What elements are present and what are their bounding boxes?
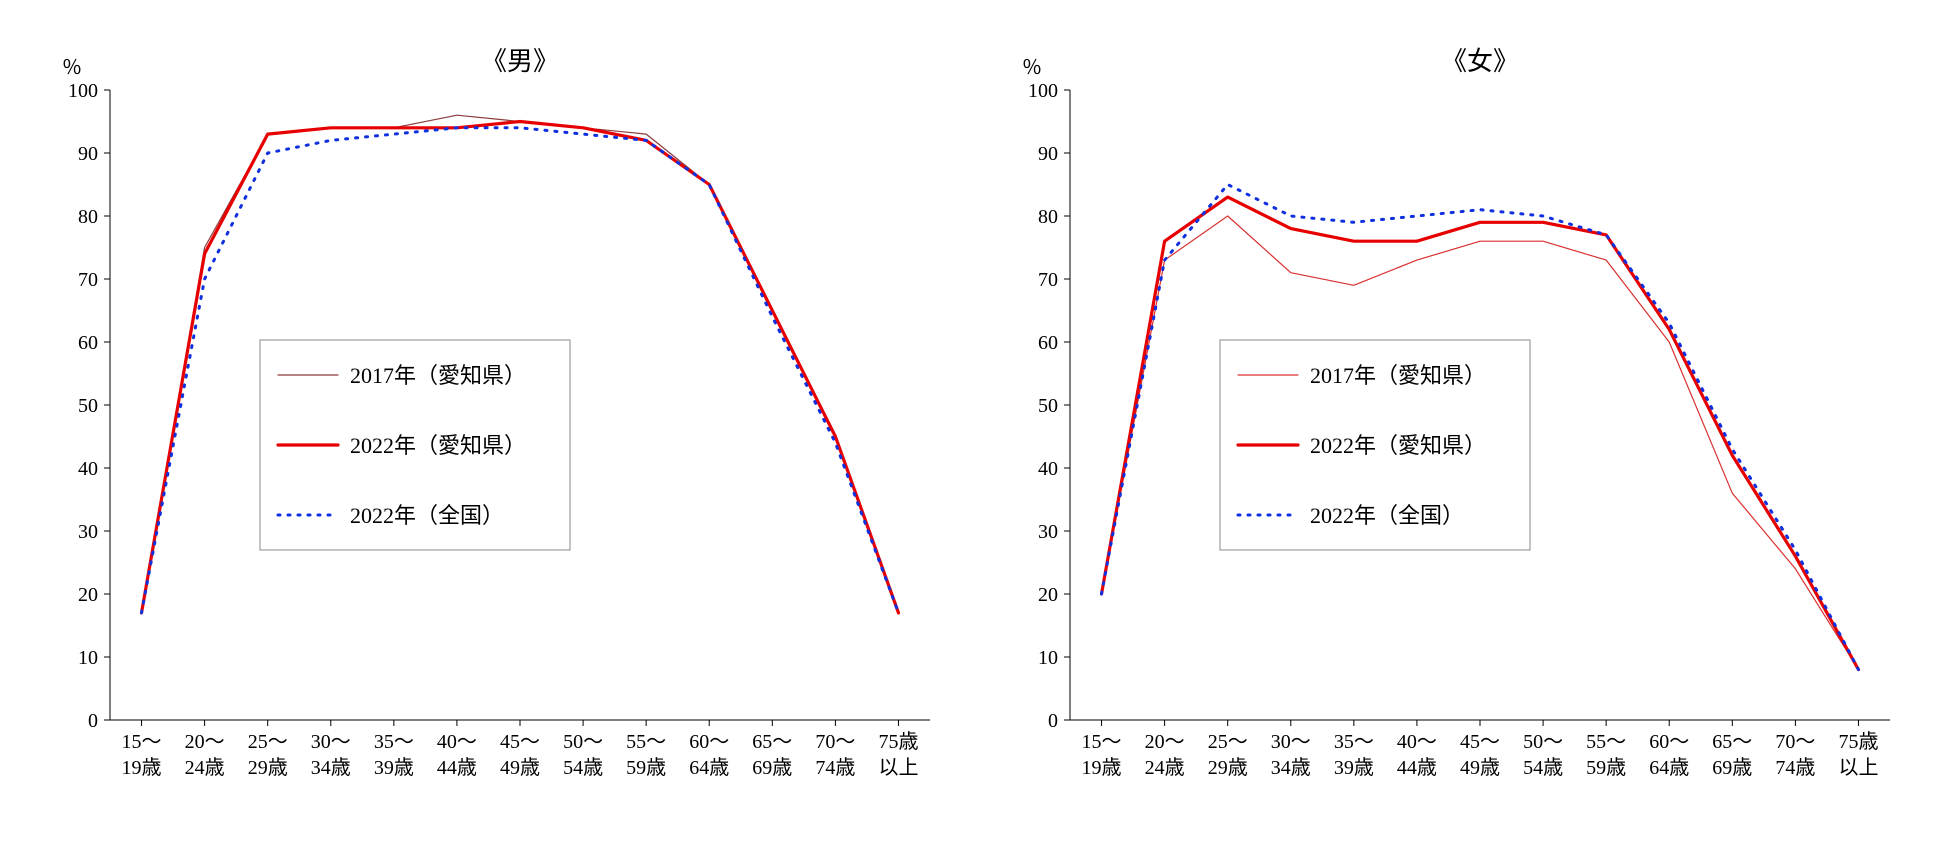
x-tick-label-line2: 44歳 [437, 756, 477, 779]
x-tick-label-line2: 24歳 [185, 756, 225, 779]
x-tick-label-line2: 19歳 [1082, 756, 1122, 779]
x-tick-label-line1: 75歳 [878, 730, 918, 753]
y-tick-label: 50 [78, 395, 98, 417]
x-tick-label-line1: 25～ [248, 731, 288, 753]
x-tick-label-line2: 24歳 [1145, 756, 1185, 779]
x-tick-label-line1: 60～ [1649, 731, 1689, 753]
x-tick-label-line1: 30～ [1271, 731, 1311, 753]
x-tick-label-line2: 34歳 [311, 756, 351, 779]
x-tick-label-line2: 59歳 [626, 756, 666, 779]
x-tick-label-line2: 64歳 [689, 756, 729, 779]
legend-label: 2022年（全国） [1310, 503, 1464, 528]
x-tick-label-line2: 54歳 [1523, 756, 1563, 779]
y-tick-label: 100 [1028, 80, 1058, 102]
x-tick-label-line1: 45～ [500, 731, 540, 753]
y-tick-label: 50 [1038, 395, 1058, 417]
x-tick-label-line2: 74歳 [815, 756, 855, 779]
x-tick-label-line1: 65～ [1712, 731, 1752, 753]
y-tick-label: 0 [1048, 710, 1058, 732]
y-tick-label: 20 [78, 584, 98, 606]
x-tick-label-line1: 75歳 [1838, 730, 1878, 753]
x-tick-label-line1: 60～ [689, 731, 729, 753]
x-tick-label-line1: 45～ [1460, 731, 1500, 753]
x-tick-label-line1: 70～ [815, 731, 855, 753]
y-tick-label: 30 [78, 521, 98, 543]
x-tick-label-line1: 50～ [1523, 731, 1563, 753]
x-tick-label-line2: 19歳 [122, 756, 162, 779]
legend-label: 2022年（全国） [350, 503, 504, 528]
x-tick-label-line1: 65～ [752, 731, 792, 753]
x-tick-label-line2: 64歳 [1649, 756, 1689, 779]
y-tick-label: 60 [78, 332, 98, 354]
y-tick-label: 0 [88, 710, 98, 732]
x-tick-label-line2: 以上 [878, 756, 918, 779]
x-tick-label-line2: 39歳 [374, 756, 414, 779]
x-tick-label-line1: 20～ [1145, 731, 1185, 753]
x-tick-label-line1: 40～ [1397, 731, 1437, 753]
x-tick-label-line2: 74歳 [1775, 756, 1815, 779]
chart-title: 《男》 [481, 47, 559, 76]
x-tick-label-line1: 25～ [1208, 731, 1248, 753]
y-tick-label: 10 [1038, 647, 1058, 669]
y-tick-label: 80 [1038, 206, 1058, 228]
y-tick-label: 30 [1038, 521, 1058, 543]
legend-label: 2017年（愛知県） [1310, 363, 1486, 388]
y-tick-label: 80 [78, 206, 98, 228]
x-tick-label-line2: 54歳 [563, 756, 603, 779]
x-tick-label-line1: 55～ [626, 731, 666, 753]
x-tick-label-line1: 15～ [122, 731, 162, 753]
x-tick-label-line1: 35～ [1334, 731, 1374, 753]
chart-title: 《女》 [1441, 47, 1519, 76]
y-tick-label: 20 [1038, 584, 1058, 606]
x-tick-label-line1: 40～ [437, 731, 477, 753]
x-tick-label-line2: 49歳 [1460, 756, 1500, 779]
x-tick-label-line1: 35～ [374, 731, 414, 753]
x-tick-label-line1: 70～ [1775, 731, 1815, 753]
x-tick-label-line2: 59歳 [1586, 756, 1626, 779]
x-tick-label-line1: 20～ [185, 731, 225, 753]
x-tick-label-line2: 以上 [1838, 756, 1878, 779]
x-tick-label-line2: 49歳 [500, 756, 540, 779]
y-tick-label: 40 [78, 458, 98, 480]
x-tick-label-line2: 69歳 [752, 756, 792, 779]
x-tick-label-line2: 69歳 [1712, 756, 1752, 779]
x-tick-label-line2: 29歳 [248, 756, 288, 779]
chart-male: 《男》 ％ 0 10 20 30 40 50 60 70 80 90 100 15～ 19歳 20～ 24歳 25… [30, 20, 950, 820]
y-tick-label: 100 [68, 80, 98, 102]
legend-label: 2022年（愛知県） [1310, 433, 1486, 458]
x-tick-label-line1: 55～ [1586, 731, 1626, 753]
x-tick-label-line1: 50～ [563, 731, 603, 753]
y-tick-label: 60 [1038, 332, 1058, 354]
y-tick-label: 90 [1038, 143, 1058, 165]
x-tick-label-line2: 39歳 [1334, 756, 1374, 779]
x-tick-label-line2: 44歳 [1397, 756, 1437, 779]
y-tick-label: 70 [1038, 269, 1058, 291]
y-tick-label: 90 [78, 143, 98, 165]
chart-female: 《女》 ％ 0 10 20 30 40 50 60 70 80 90 100 15～ 19歳 20～ 24歳 25… [990, 20, 1910, 820]
y-tick-label: 40 [1038, 458, 1058, 480]
x-tick-label-line2: 34歳 [1271, 756, 1311, 779]
x-tick-label-line1: 30～ [311, 731, 351, 753]
series-zenkoku2022 [1102, 185, 1859, 670]
y-tick-label: 70 [78, 269, 98, 291]
x-tick-label-line1: 15～ [1082, 731, 1122, 753]
y-unit-label: ％ [62, 57, 82, 79]
x-tick-label-line2: 29歳 [1208, 756, 1248, 779]
y-tick-label: 10 [78, 647, 98, 669]
legend-label: 2017年（愛知県） [350, 363, 526, 388]
legend-label: 2022年（愛知県） [350, 433, 526, 458]
y-unit-label: ％ [1022, 57, 1042, 79]
